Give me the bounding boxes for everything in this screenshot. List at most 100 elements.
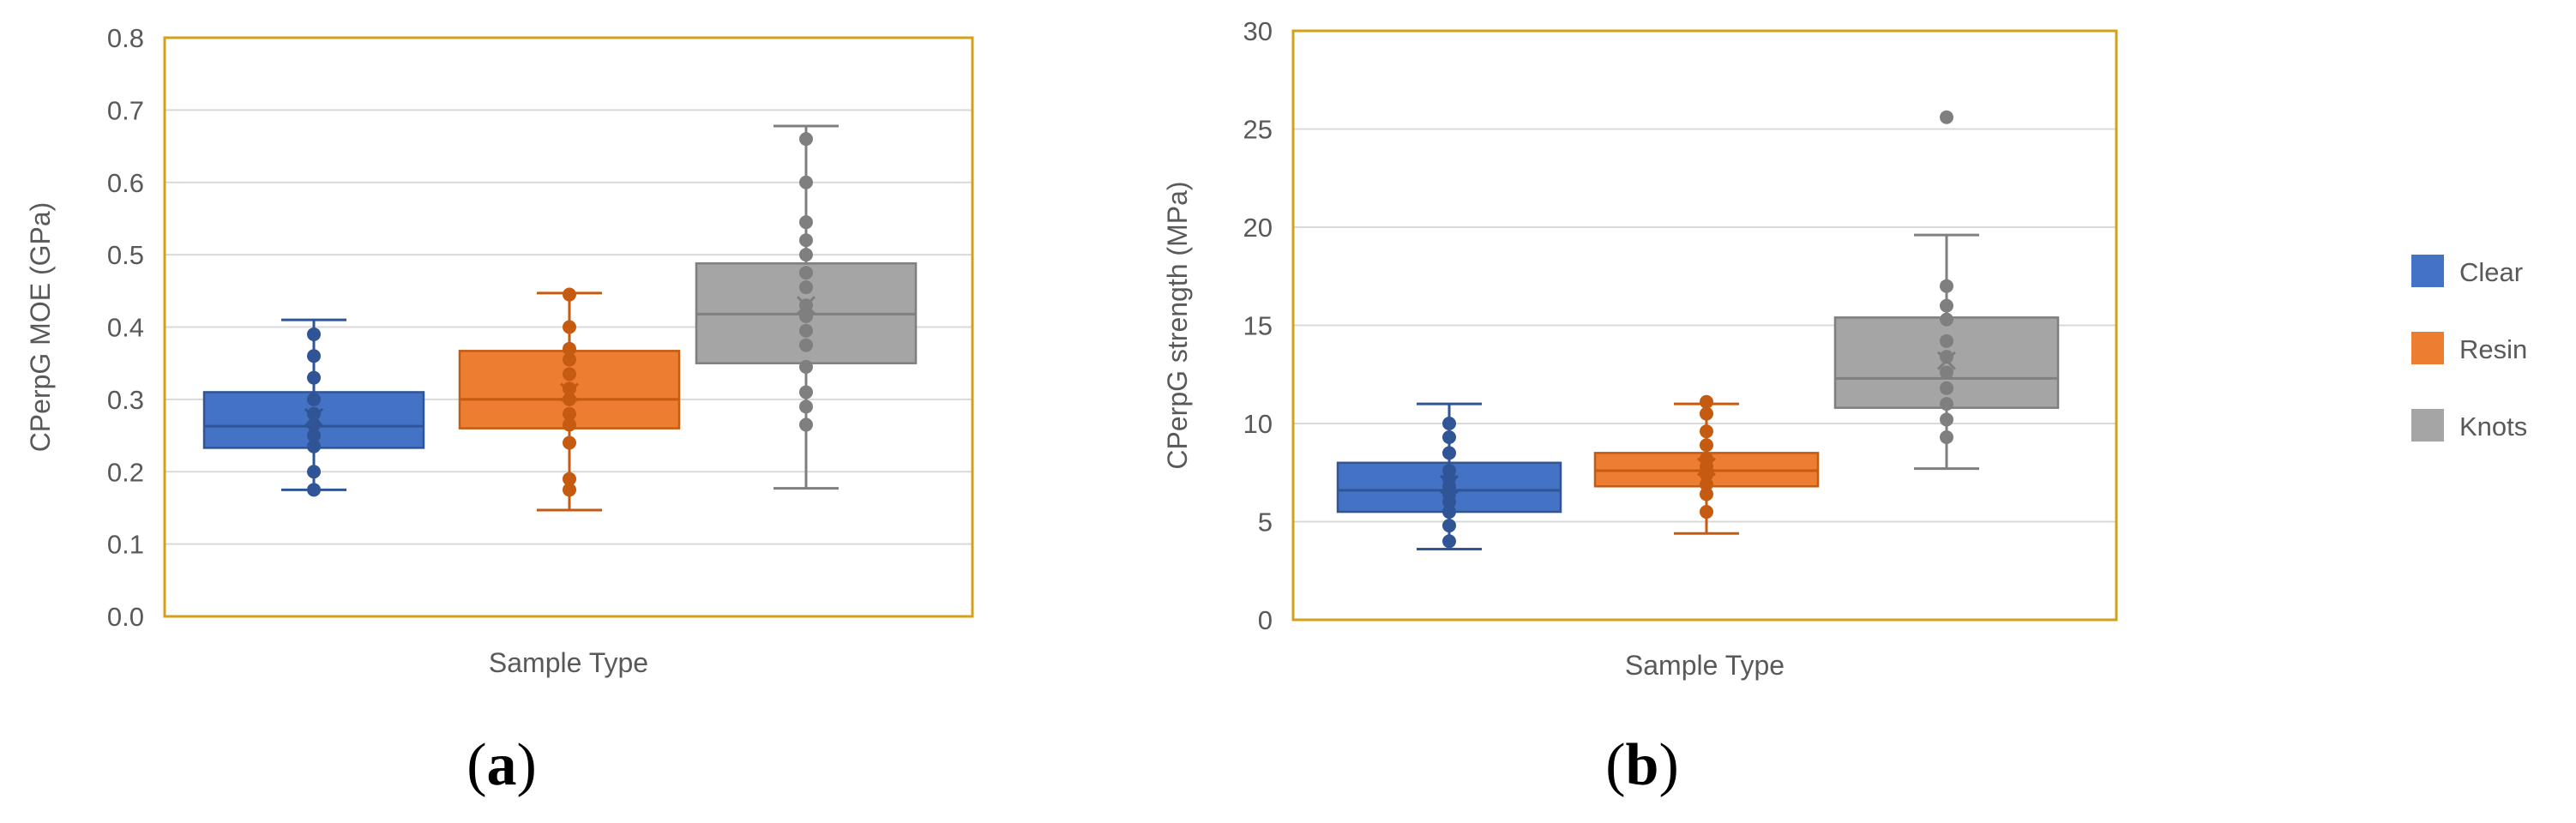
data-point-resin — [1700, 394, 1713, 409]
data-point-knots — [799, 309, 813, 323]
data-point-clear — [1442, 519, 1456, 533]
data-point-clear — [1442, 430, 1456, 445]
chart-b-x-axis-label: Sample Type — [1625, 650, 1785, 681]
data-point-clear — [307, 370, 321, 385]
data-point-resin — [563, 381, 576, 396]
mean-marker-clear — [1439, 474, 1460, 495]
data-point-resin — [563, 472, 576, 486]
panel-label-a-close: ) — [517, 732, 537, 798]
data-point-knots — [1940, 350, 1953, 364]
data-point-resin — [563, 418, 576, 432]
data-point-clear — [307, 465, 321, 479]
y-tick-label: 0.8 — [107, 23, 144, 53]
data-point-clear — [1442, 534, 1456, 549]
y-tick-label: 0.5 — [107, 240, 144, 270]
data-point-clear — [307, 392, 321, 406]
panel-label-b-letter: b — [1626, 732, 1659, 798]
chart-a-y-ticks: 0.0 0.1 0.2 0.3 0.4 0.5 0.6 0.7 0.8 — [107, 23, 144, 632]
data-point-knots — [1940, 312, 1953, 327]
y-tick-label: 10 — [1243, 409, 1273, 439]
box-resin — [1593, 394, 1820, 535]
y-tick-label: 5 — [1258, 508, 1273, 538]
y-tick-label: 0.3 — [107, 385, 144, 415]
data-point-knots — [1940, 397, 1953, 412]
data-point-clear — [1442, 505, 1456, 520]
mean-marker-clear — [304, 407, 324, 428]
legend-swatch-clear — [2411, 255, 2444, 287]
y-tick-label: 0.1 — [107, 530, 144, 560]
data-point-knots — [1940, 365, 1953, 380]
data-point-knots — [799, 399, 813, 414]
data-point-clear — [1442, 417, 1456, 430]
box-knots — [695, 124, 918, 490]
box-clear — [202, 318, 425, 497]
chart-b: 0 5 10 15 20 25 30 CPerpG strength (MPa) Sampl… — [1162, 16, 2118, 681]
data-point-clear — [307, 327, 321, 341]
chart-a-x-axis-label: Sample Type — [489, 647, 648, 678]
panel-label-a-letter: a — [487, 732, 517, 798]
y-tick-label: 0.0 — [107, 602, 144, 632]
data-point-knots — [799, 266, 813, 280]
panel-label-b-close: ) — [1658, 732, 1678, 798]
data-point-knots — [1940, 279, 1953, 293]
data-point-knots — [1940, 412, 1953, 427]
data-point-resin — [1700, 505, 1713, 520]
data-point-resin — [1700, 438, 1713, 453]
data-point-knots — [799, 359, 813, 374]
data-point-knots — [799, 233, 813, 248]
data-point-clear — [307, 429, 321, 443]
data-point-knots — [799, 175, 813, 189]
data-point-clear — [307, 349, 321, 363]
y-tick-label: 20 — [1243, 213, 1273, 243]
legend-item-knots: Knots — [2411, 409, 2527, 442]
y-tick-label: 25 — [1243, 115, 1273, 145]
data-point-knots — [799, 323, 813, 338]
legend-label-resin: Resin — [2459, 334, 2527, 364]
mean-marker-knots — [796, 296, 816, 315]
data-point-resin — [563, 320, 576, 334]
box-resin — [458, 287, 681, 512]
data-point-resin — [563, 367, 576, 381]
chart-b-plot-frame — [1291, 29, 2118, 622]
data-point-clear — [307, 406, 321, 421]
data-point-knots — [799, 385, 813, 399]
mean-marker-resin — [1696, 457, 1717, 477]
y-tick-label: 0.4 — [107, 313, 144, 343]
data-point-knots — [799, 338, 813, 352]
y-tick-label: 30 — [1243, 16, 1273, 46]
chart-b-y-ticks: 0 5 10 15 20 25 30 — [1243, 16, 1273, 635]
chart-a-boxes — [202, 124, 918, 512]
box-clear — [1336, 402, 1562, 551]
data-point-clear — [307, 439, 321, 454]
data-point-resin — [563, 483, 576, 497]
box-knots — [1833, 110, 2060, 471]
data-point-resin — [1700, 424, 1713, 439]
data-point-resin — [563, 436, 576, 450]
panel-label-b-open: ( — [1605, 732, 1625, 798]
y-tick-label: 0 — [1258, 605, 1273, 635]
data-point-resin — [563, 341, 576, 356]
mean-marker-knots — [1936, 351, 1957, 370]
data-point-clear — [307, 483, 321, 497]
data-point-knots — [799, 215, 813, 230]
panel-label-a: (a) — [466, 732, 537, 798]
mean-marker-resin — [559, 382, 580, 402]
data-point-knots — [1940, 381, 1953, 395]
data-point-resin — [1700, 477, 1713, 491]
panel-label-b: (b) — [1605, 732, 1679, 798]
data-point-knots — [799, 280, 813, 295]
panel-label-a-open: ( — [466, 732, 486, 798]
legend-label-clear: Clear — [2459, 257, 2523, 287]
y-tick-label: 15 — [1243, 311, 1273, 341]
data-point-resin — [563, 406, 576, 421]
data-point-knots — [1940, 110, 1953, 124]
chart-a: 0.0 0.1 0.2 0.3 0.4 0.5 0.6 0.7 0.8 CPerpG MOE (… — [25, 23, 974, 678]
data-point-knots — [799, 132, 813, 147]
data-point-resin — [1700, 487, 1713, 502]
y-tick-label: 0.2 — [107, 457, 144, 487]
legend-swatch-knots — [2411, 409, 2444, 442]
data-point-knots — [1940, 430, 1953, 445]
legend-swatch-resin — [2411, 332, 2444, 364]
data-point-clear — [1442, 446, 1456, 460]
